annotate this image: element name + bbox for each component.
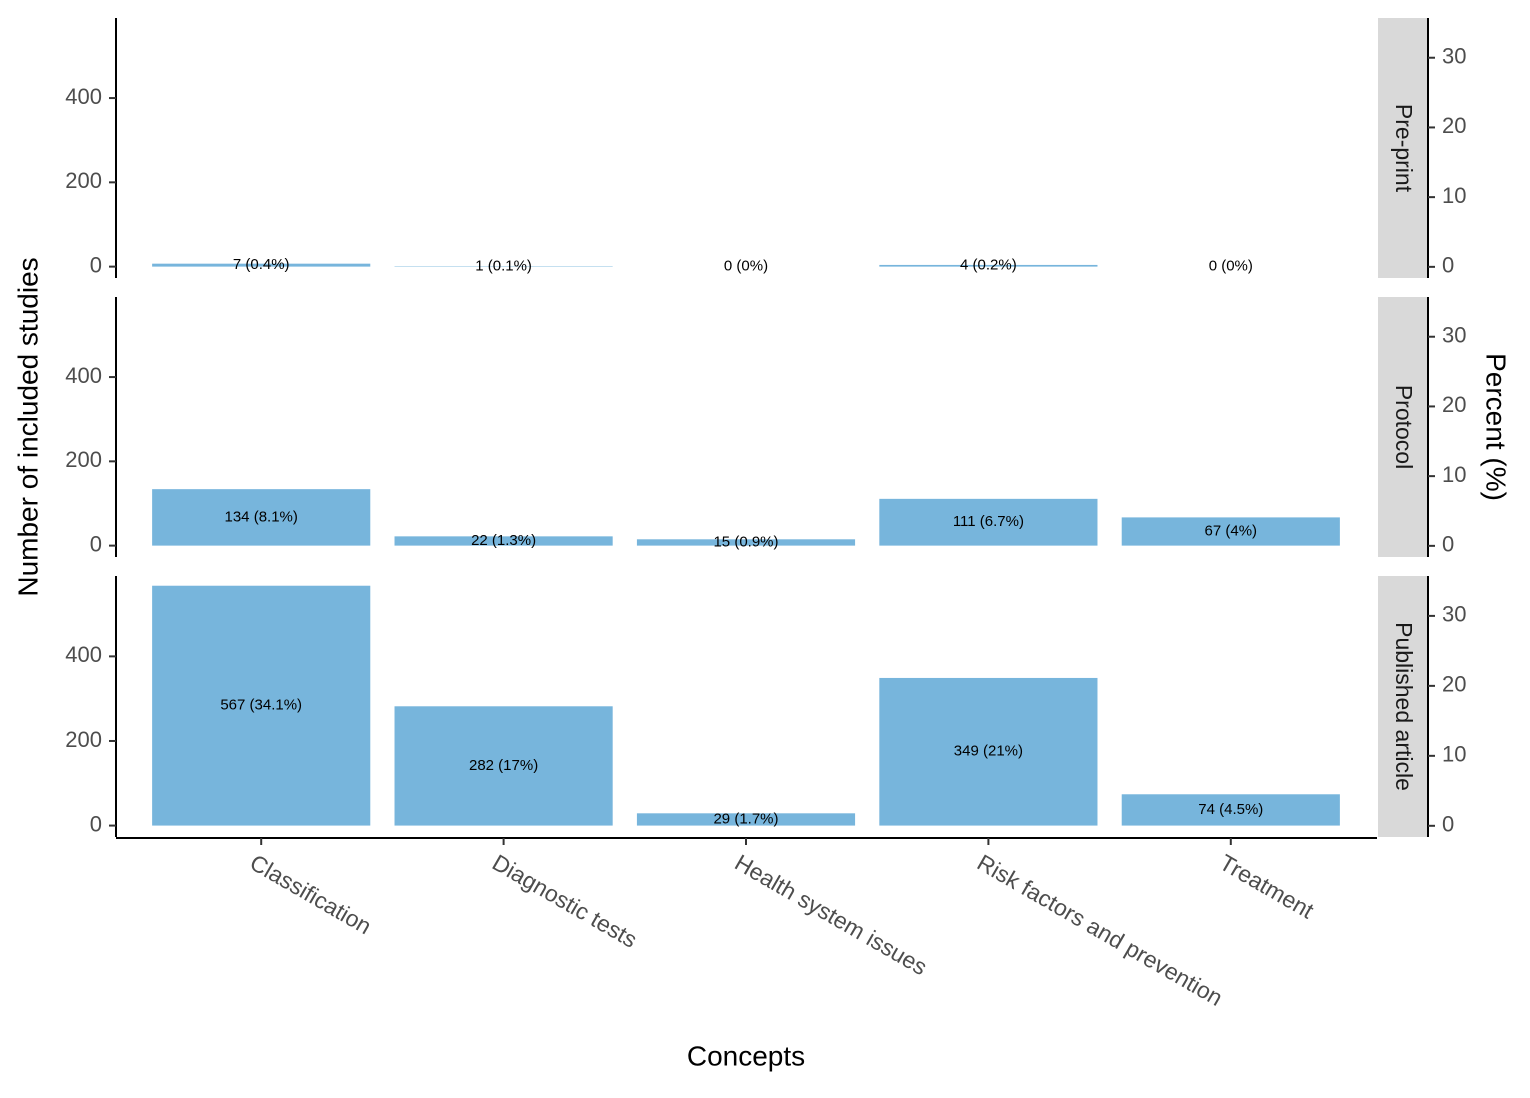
value-label: 22 (1.3%) [471, 532, 536, 549]
y2-tick-label: 0 [1442, 812, 1454, 837]
y-tick-label: 200 [65, 447, 102, 472]
value-label: 67 (4%) [1205, 522, 1258, 539]
facet-label: Published article [1391, 622, 1417, 791]
y2-tick-label: 20 [1442, 392, 1466, 417]
y2-tick-label: 10 [1442, 742, 1466, 767]
value-label: 349 (21%) [954, 743, 1023, 760]
value-label: 74 (4.5%) [1198, 801, 1263, 818]
y2-tick-label: 10 [1442, 462, 1466, 487]
facet-label: Pre-print [1391, 104, 1417, 193]
y2-tick-label: 30 [1442, 323, 1466, 348]
x-tick-label: Health system issues [730, 849, 931, 980]
x-tick-label: Classification [246, 849, 376, 939]
x-tick-label: Diagnostic tests [488, 849, 642, 953]
facet-label: Protocol [1391, 385, 1417, 469]
y-axis-title: Number of included studies [12, 257, 43, 596]
y2-tick-label: 10 [1442, 183, 1466, 208]
y2-tick-label: 30 [1442, 44, 1466, 69]
y-tick-label: 400 [65, 363, 102, 388]
y-tick-label: 200 [65, 727, 102, 752]
value-label: 134 (8.1%) [225, 508, 298, 525]
value-label: 111 (6.7%) [953, 513, 1024, 530]
x-tick-label: Risk factors and prevention [973, 849, 1227, 1011]
y2-tick-label: 30 [1442, 602, 1466, 627]
y2-axis-title: Percent (%) [1481, 353, 1512, 501]
x-axis-title: Concepts [687, 1040, 805, 1071]
value-label: 29 (1.7%) [713, 810, 778, 827]
y2-tick-label: 0 [1442, 253, 1454, 278]
value-label: 282 (17%) [469, 757, 538, 774]
y-tick-label: 400 [65, 642, 102, 667]
value-label: 0 (0%) [1209, 258, 1253, 275]
value-label: 567 (34.1%) [220, 697, 302, 714]
x-tick-label: Treatment [1215, 849, 1319, 924]
value-label: 4 (0.2%) [960, 257, 1017, 274]
value-label: 7 (0.4%) [233, 256, 290, 273]
y-tick-label: 0 [90, 531, 102, 556]
y-tick-label: 0 [90, 811, 102, 836]
value-label: 0 (0%) [724, 258, 768, 275]
y2-tick-label: 20 [1442, 113, 1466, 138]
y-tick-label: 400 [65, 84, 102, 109]
y2-tick-label: 0 [1442, 532, 1454, 557]
value-label: 15 (0.9%) [713, 533, 778, 550]
y-tick-label: 200 [65, 168, 102, 193]
value-label: 1 (0.1%) [475, 257, 532, 274]
y-tick-label: 0 [90, 252, 102, 277]
y2-tick-label: 20 [1442, 672, 1466, 697]
